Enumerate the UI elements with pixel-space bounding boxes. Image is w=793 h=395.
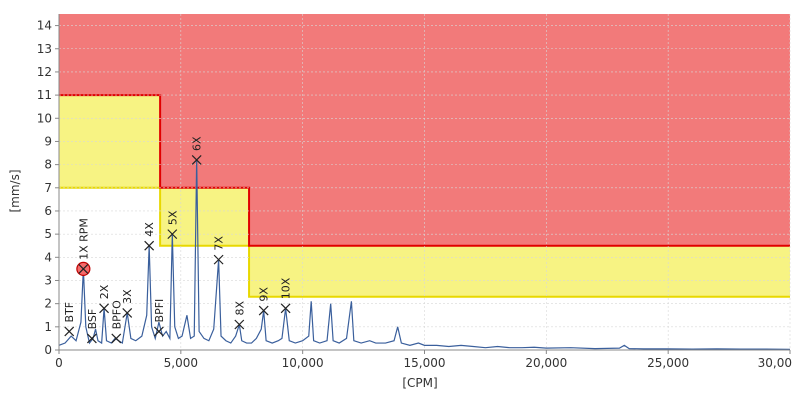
x-tick-label: 5,000 xyxy=(164,356,198,370)
marker-x xyxy=(280,303,291,314)
y-tick-label: 5 xyxy=(44,227,52,241)
y-tick-label: 4 xyxy=(44,250,52,264)
marker-x xyxy=(86,333,97,344)
x-tick-label: 30,00 xyxy=(758,356,792,370)
y-tick-label: 13 xyxy=(37,42,52,56)
marker-x xyxy=(167,229,178,240)
y-tick-label: 11 xyxy=(37,88,52,102)
y-axis-label: [mm/s] xyxy=(8,169,22,212)
marker-x xyxy=(122,307,133,318)
x-tick-label: 20,000 xyxy=(525,356,567,370)
y-tick-label: 9 xyxy=(44,134,52,148)
marker-label: BTF xyxy=(63,302,76,323)
x-axis-label: [CPM] xyxy=(402,376,437,390)
marker-label: 5X xyxy=(166,210,179,225)
marker-x xyxy=(258,305,269,316)
y-tick-label: 10 xyxy=(37,111,52,125)
spectrum-line-group xyxy=(58,159,791,350)
y-tick-label: 6 xyxy=(44,204,52,218)
marker-label: 3X xyxy=(121,289,134,304)
marker-label: BPFO xyxy=(110,300,123,330)
x-tick-label: 15,000 xyxy=(404,356,446,370)
marker-label: BSF xyxy=(86,309,99,330)
x-tick-label: 0 xyxy=(55,356,63,370)
marker-label: 1X RPM xyxy=(77,218,90,260)
marker-label: 4X xyxy=(143,222,156,237)
y-tick-label: 7 xyxy=(44,181,52,195)
marker-x xyxy=(64,326,75,337)
marker-x xyxy=(78,263,89,274)
y-tick-label: 3 xyxy=(44,273,52,287)
marker-x xyxy=(234,319,245,330)
marker-x xyxy=(144,240,155,251)
marker-x xyxy=(111,333,122,344)
marker-label: 9X xyxy=(258,287,271,302)
marker-x xyxy=(99,303,110,314)
marker-x xyxy=(213,254,224,265)
y-tick-label: 2 xyxy=(44,297,52,311)
x-tick-label: 10,000 xyxy=(282,356,324,370)
marker-label: 10X xyxy=(280,277,293,299)
y-tick-label: 8 xyxy=(44,158,52,172)
marker-x xyxy=(191,155,202,165)
marker-label: 6X xyxy=(191,136,204,151)
marker-label: BPFI xyxy=(153,299,166,323)
spectrum-line xyxy=(58,159,791,350)
y-tick-label: 1 xyxy=(44,320,52,334)
marker-label: 7X xyxy=(213,236,226,251)
marker-label: 2X xyxy=(98,284,111,299)
y-tick-label: 0 xyxy=(44,343,52,357)
marker-x xyxy=(153,326,164,337)
x-tick-label: 25,000 xyxy=(647,356,689,370)
y-tick-label: 12 xyxy=(37,65,52,79)
y-tick-label: 14 xyxy=(37,19,52,33)
marker-label: 8X xyxy=(233,301,246,316)
